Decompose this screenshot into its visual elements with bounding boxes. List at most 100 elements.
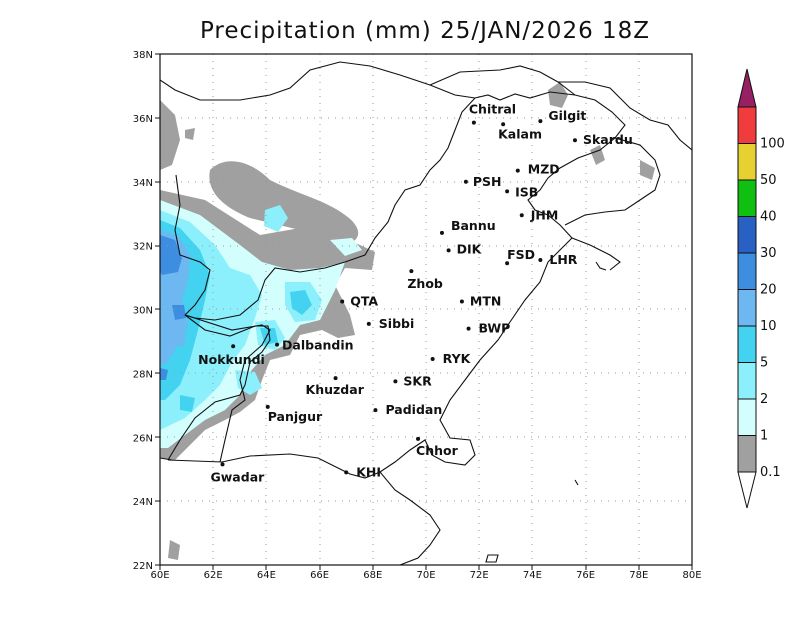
city-label: Bannu [451, 218, 496, 233]
iran-afghanistan-border [174, 174, 211, 316]
city-markers: Chitral Gilgit Kalam Skardu MZD PSH ISB JHM Bann… [198, 102, 633, 485]
city-marker [501, 122, 506, 127]
lon-label: 74E [523, 570, 542, 581]
afghanistan-northern-border [160, 61, 476, 101]
city-label: ISB [515, 184, 538, 199]
city-label: RYK [443, 351, 472, 366]
city-marker [231, 344, 236, 349]
colorbar-label: 5 [760, 356, 768, 371]
colorbar-segment [737, 435, 757, 473]
city-label: Sibbi [379, 316, 414, 331]
lat-label: 36N [133, 114, 153, 125]
city-marker [466, 326, 471, 331]
city-marker [344, 470, 349, 475]
city-label: Chhor [416, 443, 459, 458]
city-marker [416, 436, 421, 441]
city-marker [519, 213, 524, 218]
colorbar-label: 20 [760, 283, 777, 298]
city-label: JHM [530, 207, 559, 222]
city-marker [471, 120, 476, 125]
city-marker [430, 357, 435, 362]
city-label: Zhob [407, 276, 443, 291]
precip-blue2-layer [160, 235, 186, 380]
city-label: Chitral [469, 102, 516, 117]
colorbar-label: 0.1 [760, 465, 781, 480]
lat-label: 22N [133, 561, 153, 572]
precipitation-shading [160, 82, 655, 560]
city-marker [333, 376, 338, 381]
city-marker [265, 404, 270, 409]
small-island [574, 479, 579, 486]
city-label: Panjgur [268, 409, 323, 424]
colorbar-segment [737, 179, 757, 217]
city-label: Gwadar [211, 469, 266, 484]
colorbar-segment [737, 289, 757, 327]
lat-label: 26N [133, 433, 153, 444]
map-title: Precipitation (mm) 25/JAN/2026 18Z [199, 18, 651, 44]
colorbar-segment [737, 106, 757, 144]
city-marker [393, 379, 398, 384]
city-marker [366, 321, 371, 326]
city-label: Kalam [498, 126, 542, 141]
china-border [558, 81, 692, 151]
axis-ticks [155, 53, 693, 570]
lon-label: 78E [629, 570, 648, 581]
boundaries [160, 61, 692, 565]
city-marker [538, 257, 543, 262]
ocean-islands [485, 554, 499, 563]
city-label: Nokkundi [198, 352, 265, 367]
gulf-coast [160, 457, 173, 461]
latitude-labels: 38N 36N 34N 32N 30N 28N 26N 24N 22N [133, 50, 153, 572]
city-marker [340, 299, 345, 304]
lon-label: 66E [310, 570, 329, 581]
city-label: QTA [350, 294, 378, 309]
colorbar: 0.1 1 2 5 10 20 30 40 50 100 [737, 68, 785, 509]
city-marker [373, 408, 378, 413]
kashmir-border [564, 137, 661, 226]
lon-label: 72E [470, 570, 489, 581]
city-marker [515, 168, 520, 173]
city-marker [505, 261, 510, 266]
city-label: SKR [403, 373, 432, 388]
small-lake [595, 261, 607, 271]
lat-label: 30N [133, 306, 153, 317]
lat-label: 28N [133, 369, 153, 380]
lon-label: 68E [363, 570, 382, 581]
city-marker [409, 269, 414, 274]
colorbar-label: 2 [760, 392, 768, 407]
lon-label: 76E [576, 570, 595, 581]
longitude-labels: 60E 62E 64E 66E 68E 70E 72E 74E 76E 78E 80E [150, 570, 701, 581]
city-marker [275, 342, 280, 347]
colorbar-segment [737, 252, 757, 290]
city-label: Gilgit [548, 108, 586, 123]
lon-label: 70E [416, 570, 435, 581]
colorbar-segment [737, 216, 757, 254]
city-label: Padidan [385, 402, 442, 417]
city-marker [572, 138, 577, 143]
india-border [571, 237, 621, 271]
colorbar-segment [737, 362, 757, 400]
lon-label: 60E [150, 570, 169, 581]
iran-pakistan-border [184, 314, 271, 463]
city-label: MZD [528, 162, 560, 177]
city-marker [220, 462, 225, 467]
lon-label: 80E [682, 570, 701, 581]
lon-label: 64E [257, 570, 276, 581]
india-coastline [379, 471, 441, 565]
colorbar-under-triangle [737, 471, 757, 509]
colorbar-label: 100 [760, 137, 785, 152]
lat-label: 34N [133, 178, 153, 189]
colorbar-label: 10 [760, 319, 777, 334]
colorbar-segment [737, 398, 757, 436]
city-label: MTN [470, 294, 501, 309]
city-marker [439, 230, 444, 235]
colorbar-segment [737, 325, 757, 363]
colorbar-label: 1 [760, 429, 768, 444]
city-marker [446, 248, 451, 253]
city-label: Skardu [583, 132, 633, 147]
city-marker [459, 299, 464, 304]
colorbar-label: 40 [760, 210, 777, 225]
grid [160, 54, 692, 565]
lon-label: 62E [204, 570, 223, 581]
